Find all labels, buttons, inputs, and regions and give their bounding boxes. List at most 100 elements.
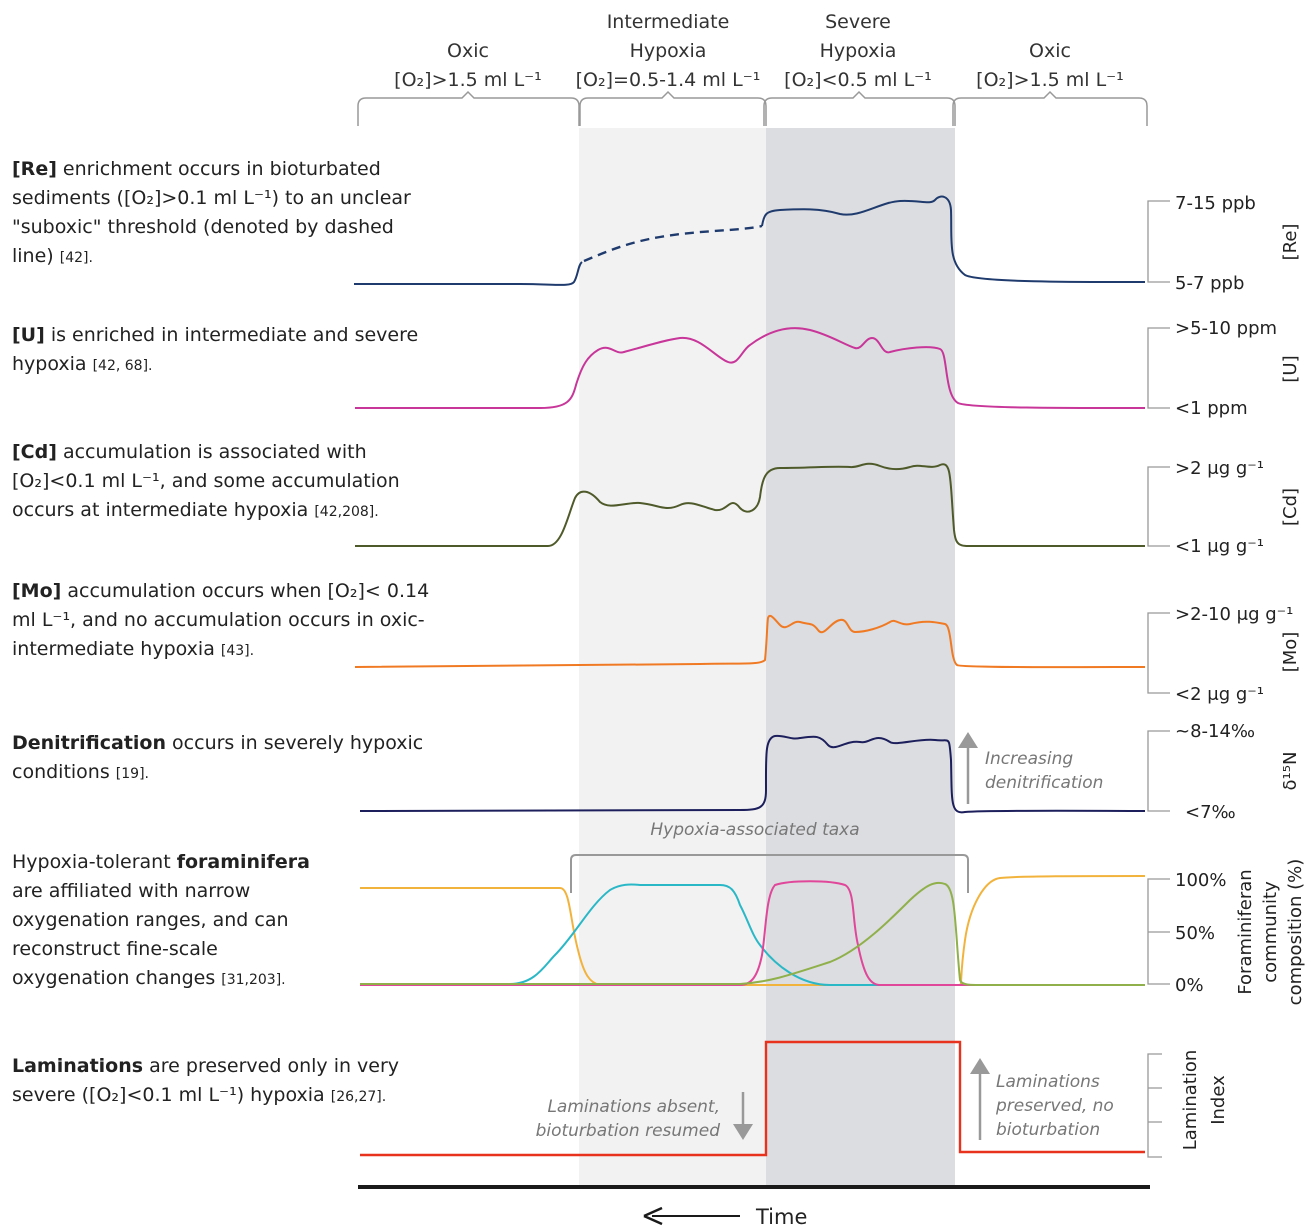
re-tick-high: 7-15 ppb [1175, 193, 1256, 214]
foram-intermediate-curve [360, 883, 1145, 986]
cd-description: [Cd] accumulation is associated with [O₂… [12, 438, 452, 527]
dn-note-1: Increasing [985, 749, 1073, 769]
foram-text-5: oxygenation changes [12, 967, 222, 989]
foram-axis [1147, 878, 1170, 985]
lam-ref: [26,27]. [330, 1089, 387, 1105]
cd-text-2: [O₂]<0.1 ml L⁻¹, and some accumulation [12, 470, 400, 492]
zone-condition: [O₂]>1.5 ml L⁻¹ [394, 69, 542, 91]
u-text-1: is enriched in intermediate and severe [44, 324, 419, 346]
re-ref: [42]. [59, 250, 93, 266]
dn-tick-low: <7‰ [1185, 802, 1236, 823]
zone-line1: Severe [825, 11, 891, 33]
re-text-2: sediments ([O₂]>0.1 ml L⁻¹) to an unclea… [12, 187, 411, 209]
dn-text-1: occurs in severely hypoxic [166, 732, 424, 754]
intermediate-hypoxia-band [579, 128, 766, 1188]
zone-header-intermediate: Intermediate Hypoxia [O₂]=0.5-1.4 ml L⁻¹ [568, 8, 768, 95]
u-tick-high: >5-10 ppm [1175, 318, 1277, 339]
lam-bold: Laminations [12, 1055, 144, 1077]
foram-tick-50: 50% [1175, 923, 1215, 944]
mo-curve [354, 614, 1146, 669]
re-axis [1147, 200, 1170, 283]
foram-text-4: reconstruct fine-scale [12, 938, 218, 960]
mo-tick-low: <2 μg g⁻¹ [1175, 684, 1264, 705]
lam-axis [1147, 1053, 1162, 1158]
foram-text-3: oxygenation ranges, and can [12, 909, 289, 931]
mo-tick-high: >2-10 μg g⁻¹ [1175, 604, 1293, 625]
re-text-4: line) [12, 245, 60, 267]
zone-header-oxic-right: Oxic [O₂]>1.5 ml L⁻¹ [950, 8, 1150, 95]
lam-axis-label-1: Lamination [1180, 1050, 1201, 1151]
zone-condition: [O₂]=0.5-1.4 ml L⁻¹ [575, 69, 761, 91]
re-text-3: "suboxic" threshold (denoted by dashed [12, 216, 394, 238]
lam-axis-label-2: Index [1208, 1075, 1229, 1125]
cd-text-3: occurs at intermediate hypoxia [12, 499, 315, 521]
dn-axis [1147, 730, 1170, 812]
u-axis-label: [U] [1280, 355, 1301, 382]
zone-line2: Oxic [1029, 40, 1071, 62]
foram-tick-100: 100% [1175, 870, 1226, 891]
lam-note-right-3: bioturbation [996, 1120, 1100, 1140]
zone-line1: Intermediate [606, 11, 730, 33]
re-curve-severe [761, 195, 1146, 284]
u-bold: [U] [12, 324, 45, 346]
mo-axis [1147, 612, 1170, 694]
re-tick-low: 5-7 ppb [1175, 273, 1244, 294]
zone-condition: [O₂]<0.5 ml L⁻¹ [784, 69, 932, 91]
re-description: [Re] enrichment occurs in bioturbated se… [12, 155, 452, 273]
zone-header-oxic-left: Oxic [O₂]>1.5 ml L⁻¹ [368, 8, 568, 95]
dn-axis-label: δ¹⁵N [1280, 752, 1301, 791]
time-arrow [643, 1206, 740, 1226]
zone-header-severe: Severe Hypoxia [O₂]<0.5 ml L⁻¹ [758, 8, 958, 95]
foram-pre: Hypoxia-tolerant [12, 851, 177, 873]
zone-line2: Hypoxia [629, 40, 707, 62]
foram-bracket [570, 854, 969, 893]
foram-severe-curve [360, 880, 1145, 986]
foram-tick-0: 0% [1175, 975, 1204, 996]
dn-tick-high: ~8-14‰ [1175, 721, 1255, 742]
lam-note-left-2: bioturbation resumed [536, 1121, 721, 1141]
zone-line1 [368, 8, 568, 37]
lam-curve [360, 1040, 1145, 1157]
foram-description: Hypoxia-tolerant foraminifera are affili… [12, 848, 352, 995]
lam-description: Laminations are preserved only in very s… [12, 1052, 452, 1112]
re-axis-label: [Re] [1280, 224, 1301, 261]
re-bold: [Re] [12, 158, 57, 180]
cd-tick-low: <1 μg g⁻¹ [1175, 536, 1264, 557]
u-text-2: hypoxia [12, 353, 93, 375]
foram-axis-label-2: community [1260, 881, 1281, 983]
foram-axis-label-3: composition (%) [1285, 859, 1306, 1006]
foram-late-curve [360, 881, 1145, 987]
lam-note-right-1: Laminations [996, 1072, 1100, 1092]
re-curve-dashed [583, 224, 763, 263]
dn-note-2: denitrification [985, 773, 1103, 793]
mo-text-3: intermediate hypoxia [12, 638, 221, 660]
foram-text-2: are affiliated with narrow [12, 880, 251, 902]
foram-ref: [31,203]. [221, 972, 286, 988]
re-text-1: enrichment occurs in bioturbated [56, 158, 381, 180]
foram-bold: foraminifera [176, 851, 310, 873]
lam-left-arrow [733, 1092, 753, 1140]
dn-ref: [19]. [115, 766, 149, 782]
severe-hypoxia-band [766, 128, 955, 1188]
u-tick-low: <1 ppm [1175, 398, 1248, 419]
foram-bracket-label: Hypoxia-associated taxa [650, 820, 859, 840]
cd-bold: [Cd] [12, 441, 57, 463]
u-description: [U] is enriched in intermediate and seve… [12, 321, 452, 381]
cd-ref: [42,208]. [314, 504, 379, 520]
zone-brackets [357, 90, 1148, 126]
mo-ref: [43]. [220, 643, 255, 659]
dn-curve [359, 734, 1146, 814]
dn-text-2: conditions [12, 761, 116, 783]
u-ref: [42, 68]. [92, 358, 153, 374]
cd-axis [1147, 466, 1170, 547]
cd-text-1: accumulation is associated with [56, 441, 367, 463]
mo-text-2: ml L⁻¹, and no accumulation occurs in ox… [12, 609, 425, 631]
u-axis [1147, 327, 1170, 409]
zone-line2: Oxic [447, 40, 489, 62]
lam-text-2: severe ([O₂]<0.1 ml L⁻¹) hypoxia [12, 1084, 331, 1106]
lam-note-right-2: preserved, no [995, 1096, 1114, 1116]
cd-tick-high: >2 μg g⁻¹ [1175, 458, 1264, 479]
mo-text-1: accumulation occurs when [O₂]< 0.14 [61, 580, 430, 602]
mo-axis-label: [Mo] [1280, 632, 1301, 673]
